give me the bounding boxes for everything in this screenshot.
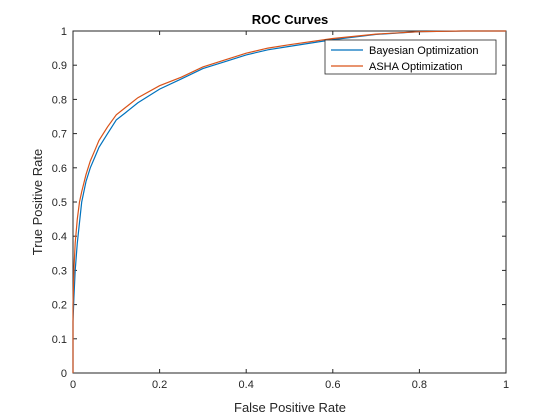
axes-box [72, 30, 507, 374]
y-tick-label: 1 [61, 26, 67, 38]
y-tick-label: 0.2 [52, 300, 67, 312]
y-tick-label: 0.5 [52, 197, 67, 209]
y-tick-label: 0.1 [52, 334, 67, 346]
y-tick-label: 0.7 [52, 129, 67, 141]
y-tick-label: 0 [61, 368, 67, 380]
x-tick-label: 0.6 [325, 379, 340, 391]
legend-box [324, 39, 497, 75]
legend-label: Bayesian Optimization [369, 45, 478, 57]
x-tick-label: 0.8 [412, 379, 427, 391]
y-tick-label: 0.9 [52, 60, 67, 72]
x-tick-label: 0 [70, 379, 76, 391]
x-tick-label: 0.4 [239, 379, 254, 391]
y-axis-label: True Positive Rate [30, 149, 45, 255]
x-axis-label: False Positive Rate [234, 400, 346, 415]
y-tick-label: 0.8 [52, 94, 67, 106]
chart-title: ROC Curves [252, 12, 329, 27]
y-tick-label: 0.3 [52, 265, 67, 277]
series-line-bayesian [72, 30, 506, 373]
plot-area: 0 0.2 0.4 0.6 0.8 1 0 0.1 0.2 0.3 0.4 0.5 0.6 0.7 0.8 0… [52, 26, 509, 391]
legend-label: ASHA Optimization [369, 61, 463, 73]
y-tick-label: 0.4 [52, 231, 67, 243]
y-tick-label: 0.6 [52, 163, 67, 175]
x-tick-label: 1 [503, 379, 509, 391]
x-tick-label: 0.2 [152, 379, 167, 391]
series-line-asha [72, 30, 506, 373]
